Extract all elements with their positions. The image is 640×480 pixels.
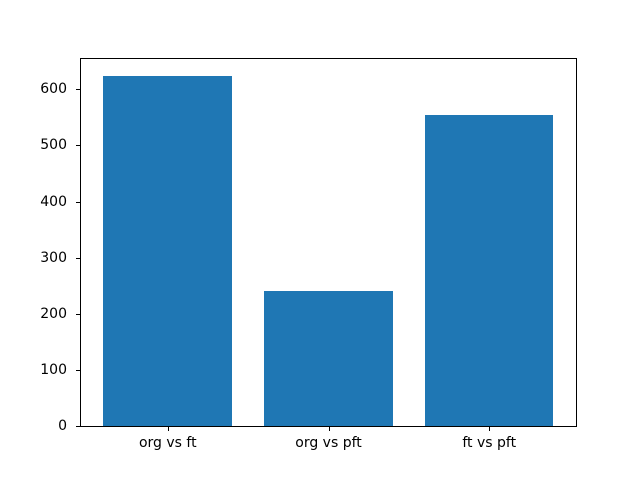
plot-area xyxy=(76,58,577,431)
x-tick-mark-org-vs-pft xyxy=(328,427,330,431)
bar-ft-vs-pft xyxy=(424,115,554,426)
x-tick-label-ft-vs-pft: ft vs pft xyxy=(462,435,517,451)
y-tick-mark-600 xyxy=(76,89,80,91)
y-tick-label-0: 0 xyxy=(58,418,67,434)
y-tick-label-100: 100 xyxy=(40,361,67,378)
y-tick-label-200: 200 xyxy=(40,305,67,322)
x-tick-label-org-vs-pft: org vs pft xyxy=(295,435,362,451)
x-tick-mark-org-vs-ft xyxy=(167,427,169,431)
y-tick-mark-200 xyxy=(76,313,80,315)
y-tick-mark-0 xyxy=(76,426,80,427)
x-tick-mark-ft-vs-pft xyxy=(489,427,491,431)
y-tick-label-500: 500 xyxy=(40,137,67,154)
y-tick-mark-500 xyxy=(76,145,80,147)
y-tick-label-300: 300 xyxy=(40,249,67,266)
y-tick-mark-400 xyxy=(76,201,80,203)
y-tick-label-400: 400 xyxy=(40,193,67,210)
y-axis-tick-labels: 0 100 200 300 400 500 600 xyxy=(0,58,75,434)
y-tick-mark-100 xyxy=(76,369,80,371)
bar-org-vs-pft xyxy=(264,290,393,426)
x-tick-label-org-vs-ft: org vs ft xyxy=(138,435,197,451)
y-tick-mark-300 xyxy=(76,257,80,259)
x-axis-tick-labels: org vs ft org vs pft ft vs pft xyxy=(80,427,577,457)
bar-org-vs-ft xyxy=(103,76,233,426)
y-tick-label-600: 600 xyxy=(40,81,67,98)
